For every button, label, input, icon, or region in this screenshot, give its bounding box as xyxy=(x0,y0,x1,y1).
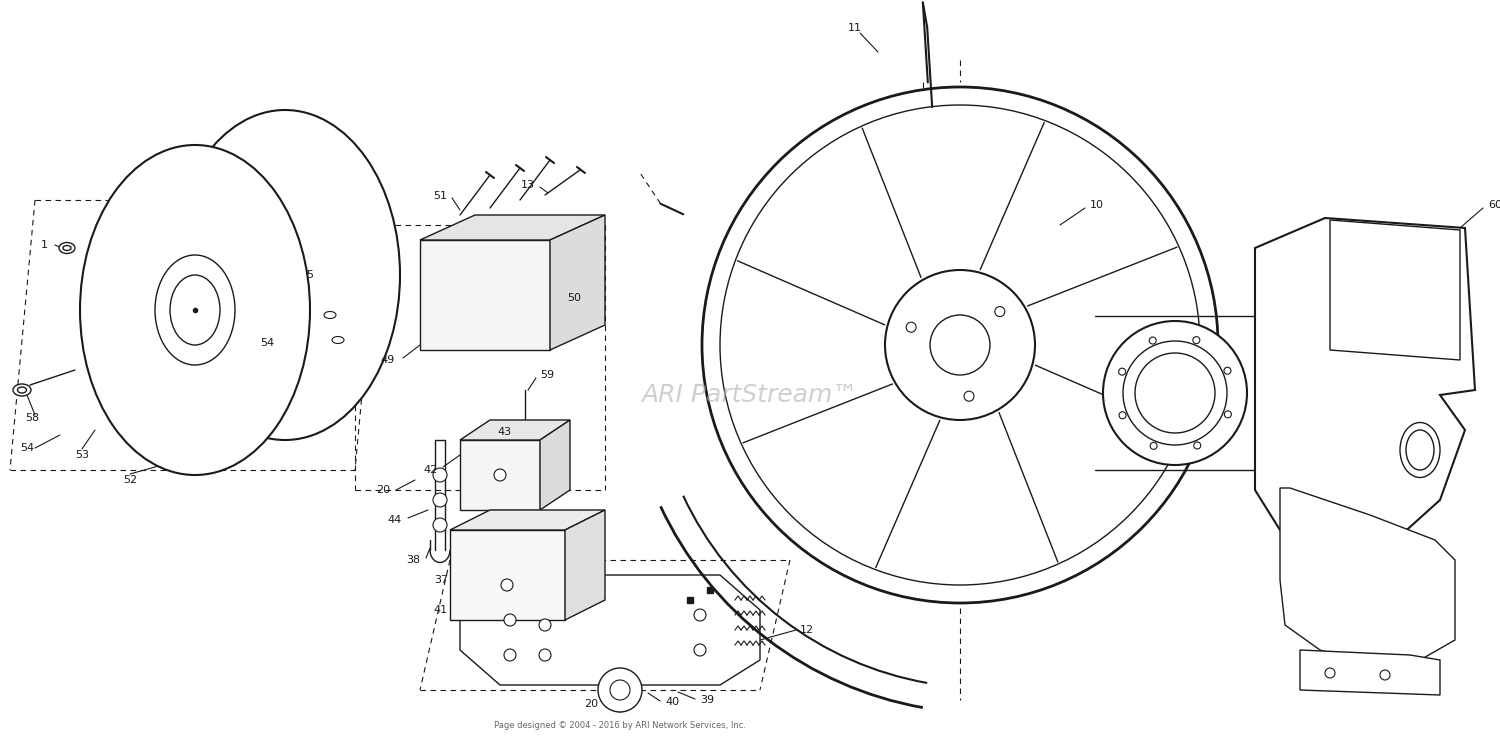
Ellipse shape xyxy=(18,387,27,393)
Polygon shape xyxy=(420,240,550,350)
Text: 51: 51 xyxy=(433,191,447,201)
Circle shape xyxy=(930,315,990,375)
Text: 58: 58 xyxy=(26,413,39,423)
Text: ARI PartStream™: ARI PartStream™ xyxy=(642,383,858,407)
Text: 49: 49 xyxy=(381,355,394,365)
Circle shape xyxy=(433,493,447,507)
Circle shape xyxy=(964,391,974,401)
Polygon shape xyxy=(566,510,604,620)
Ellipse shape xyxy=(170,110,400,440)
Ellipse shape xyxy=(170,275,220,345)
Text: 13: 13 xyxy=(520,180,536,190)
Text: 43: 43 xyxy=(498,427,512,437)
Circle shape xyxy=(598,668,642,712)
Circle shape xyxy=(720,105,1200,585)
Text: 60: 60 xyxy=(1488,200,1500,210)
Circle shape xyxy=(702,87,1218,603)
Text: 54: 54 xyxy=(260,338,274,348)
Text: 11: 11 xyxy=(847,23,862,33)
Circle shape xyxy=(1119,412,1126,418)
Circle shape xyxy=(494,469,506,481)
Polygon shape xyxy=(450,530,566,620)
Circle shape xyxy=(501,579,513,591)
Polygon shape xyxy=(540,420,570,510)
Circle shape xyxy=(1224,368,1232,374)
Ellipse shape xyxy=(63,246,70,250)
Circle shape xyxy=(1194,442,1202,449)
Polygon shape xyxy=(1256,218,1474,555)
Circle shape xyxy=(1119,368,1125,375)
Text: 44: 44 xyxy=(387,515,402,525)
Text: 20: 20 xyxy=(584,699,598,709)
Ellipse shape xyxy=(80,145,310,475)
Text: 37: 37 xyxy=(433,575,448,585)
Ellipse shape xyxy=(324,311,336,319)
Circle shape xyxy=(1150,442,1156,449)
Circle shape xyxy=(1149,337,1156,344)
Text: 1: 1 xyxy=(40,240,48,250)
Text: 54: 54 xyxy=(20,443,34,453)
Text: 40: 40 xyxy=(664,697,680,707)
Polygon shape xyxy=(460,440,540,510)
Polygon shape xyxy=(460,575,760,685)
Circle shape xyxy=(1324,668,1335,678)
Circle shape xyxy=(994,306,1005,317)
Text: Page designed © 2004 - 2016 by ARI Network Services, Inc.: Page designed © 2004 - 2016 by ARI Netwo… xyxy=(494,720,746,729)
Text: 12: 12 xyxy=(800,625,814,635)
Text: 53: 53 xyxy=(75,450,88,460)
Text: 38: 38 xyxy=(406,555,420,565)
Polygon shape xyxy=(1280,488,1455,665)
Circle shape xyxy=(1124,341,1227,445)
Ellipse shape xyxy=(1406,430,1434,470)
Text: 5: 5 xyxy=(306,270,314,280)
Text: 10: 10 xyxy=(1090,200,1104,210)
Ellipse shape xyxy=(332,337,344,343)
Polygon shape xyxy=(1330,220,1460,360)
Polygon shape xyxy=(420,215,604,240)
Polygon shape xyxy=(550,215,604,350)
Circle shape xyxy=(1380,670,1390,680)
Text: 59: 59 xyxy=(540,370,554,380)
Ellipse shape xyxy=(1400,422,1440,477)
Text: 42: 42 xyxy=(423,465,438,475)
Text: 50: 50 xyxy=(567,293,580,303)
Text: 20: 20 xyxy=(376,485,390,495)
Polygon shape xyxy=(450,510,604,530)
Polygon shape xyxy=(1300,650,1440,695)
Circle shape xyxy=(885,270,1035,420)
Circle shape xyxy=(1192,337,1200,344)
Circle shape xyxy=(694,609,706,621)
Circle shape xyxy=(538,649,550,661)
Text: 41: 41 xyxy=(433,605,448,615)
Text: 52: 52 xyxy=(123,475,136,485)
Circle shape xyxy=(610,680,630,700)
Circle shape xyxy=(1102,321,1246,465)
Circle shape xyxy=(504,614,516,626)
Ellipse shape xyxy=(13,384,32,396)
Circle shape xyxy=(694,644,706,656)
Circle shape xyxy=(433,518,447,532)
Circle shape xyxy=(538,619,550,631)
Text: 39: 39 xyxy=(700,695,714,705)
Ellipse shape xyxy=(58,243,75,253)
Circle shape xyxy=(504,649,516,661)
Circle shape xyxy=(1224,411,1232,418)
Polygon shape xyxy=(460,420,570,440)
Ellipse shape xyxy=(154,255,236,365)
Circle shape xyxy=(906,323,916,332)
Circle shape xyxy=(433,468,447,482)
Circle shape xyxy=(1136,353,1215,433)
